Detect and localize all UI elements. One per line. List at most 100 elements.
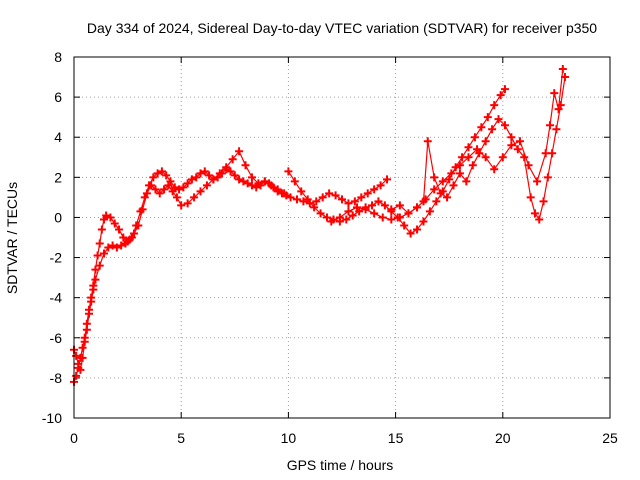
chart-title: Day 334 of 2024, Sidereal Day-to-day VTE… — [87, 20, 597, 36]
data-point — [400, 221, 409, 230]
data-point — [432, 197, 441, 206]
data-point — [95, 239, 104, 248]
data-point — [425, 207, 434, 216]
data-point — [421, 195, 430, 204]
data-point — [353, 203, 362, 212]
data-point — [483, 113, 492, 122]
data-point — [430, 173, 439, 182]
data-point — [97, 225, 106, 234]
data-point — [72, 371, 81, 380]
data-point — [423, 137, 432, 146]
data-point — [164, 181, 173, 190]
y-tick-label: -8 — [50, 370, 63, 386]
data-point — [322, 213, 331, 222]
data-point — [436, 189, 445, 198]
data-point — [100, 215, 109, 224]
data-point — [168, 187, 177, 196]
series-sdtvar-track-e — [387, 65, 567, 218]
data-point — [192, 173, 201, 182]
data-point — [370, 209, 379, 218]
data-point — [464, 153, 473, 162]
data-point — [215, 169, 224, 178]
data-point — [543, 173, 552, 182]
data-point — [515, 137, 524, 146]
data-point — [445, 175, 454, 184]
data-point — [187, 175, 196, 184]
data-point — [74, 359, 83, 368]
data-point — [526, 193, 535, 202]
data-point — [89, 285, 98, 294]
data-point — [355, 207, 364, 216]
data-point — [147, 181, 156, 190]
data-point — [247, 173, 256, 182]
data-point — [533, 177, 542, 186]
y-axis-tick-labels: -10 -8 -6 -4 -2 0 2 4 6 8 — [42, 49, 62, 426]
data-point — [290, 177, 299, 186]
data-point — [200, 167, 209, 176]
data-point — [153, 169, 162, 178]
data-point — [500, 85, 509, 94]
data-point — [183, 199, 192, 208]
data-point — [344, 207, 353, 216]
data-point — [507, 133, 516, 142]
data-point — [413, 203, 422, 212]
data-point — [175, 185, 184, 194]
data-point — [374, 197, 383, 206]
data-point — [370, 185, 379, 194]
data-point — [228, 155, 237, 164]
data-point — [455, 169, 464, 178]
data-point — [481, 137, 490, 146]
data-point — [368, 201, 377, 210]
data-point — [239, 177, 248, 186]
data-point — [430, 185, 439, 194]
data-point — [226, 167, 235, 176]
x-tick-label: 5 — [177, 430, 185, 446]
x-tick-label: 15 — [388, 430, 404, 446]
data-point — [541, 149, 550, 158]
data-point — [530, 209, 539, 218]
data-point — [209, 175, 218, 184]
data-point — [387, 215, 396, 224]
x-tick-label: 0 — [70, 430, 78, 446]
data-point — [247, 181, 256, 190]
data-point — [235, 175, 244, 184]
data-point — [292, 195, 301, 204]
data-point — [488, 125, 497, 134]
data-point — [202, 181, 211, 190]
data-point — [335, 213, 344, 222]
data-point — [312, 197, 321, 206]
data-point — [241, 161, 250, 170]
series-sdtvar-track-a — [70, 165, 291, 386]
data-point — [284, 167, 293, 176]
data-point — [130, 229, 139, 238]
data-point — [342, 215, 351, 224]
data-point — [110, 219, 119, 228]
data-point — [507, 141, 516, 150]
data-point — [222, 163, 231, 172]
data-point — [344, 199, 353, 208]
data-point — [273, 185, 282, 194]
data-point — [155, 189, 164, 198]
data-point — [455, 161, 464, 170]
data-point — [443, 193, 452, 202]
data-point — [404, 209, 413, 218]
data-point — [117, 241, 126, 250]
data-point — [318, 193, 327, 202]
data-point — [142, 189, 151, 198]
data-point — [162, 171, 171, 180]
data-point — [157, 167, 166, 176]
y-tick-label: 8 — [54, 49, 62, 65]
x-tick-label: 25 — [602, 430, 618, 446]
x-axis-tick-labels: 0 5 10 15 20 25 — [70, 430, 618, 446]
data-point — [125, 235, 134, 244]
data-point — [108, 241, 117, 250]
data-point — [104, 243, 113, 252]
plot-frame — [73, 56, 611, 419]
data-point — [87, 297, 96, 306]
data-point — [172, 193, 181, 202]
y-tick-label: -2 — [50, 250, 63, 266]
data-point — [183, 179, 192, 188]
data-point — [310, 203, 319, 212]
data-point — [243, 179, 252, 188]
